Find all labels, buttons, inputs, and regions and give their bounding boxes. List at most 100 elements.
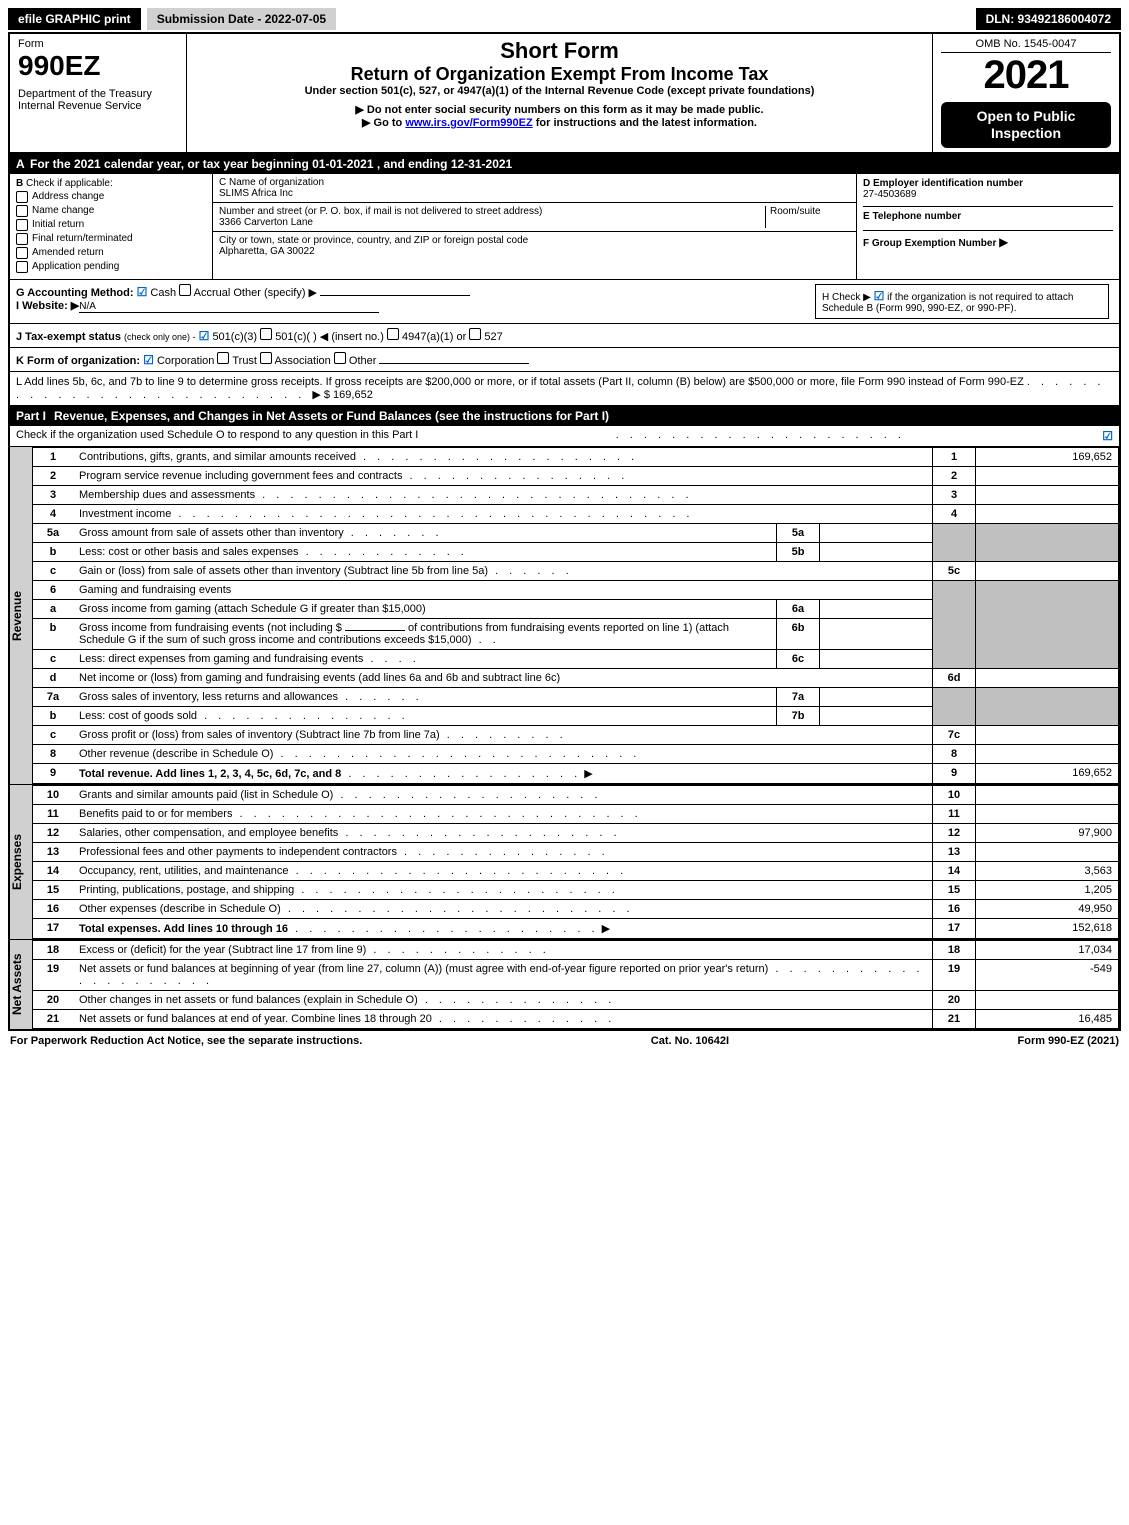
checkbox-association[interactable] [260,352,272,364]
form-org-label: K Form of organization: [16,355,140,367]
check-only-one: (check only one) - [124,332,196,342]
other-org-input[interactable] [379,363,529,364]
line-4-rnum: 4 [933,504,976,523]
line-6d: d Net income or (loss) from gaming and f… [33,668,1119,687]
row-j: J Tax-exempt status (check only one) - ☑… [10,324,1119,348]
line-18-num: 18 [33,940,74,959]
line-14-rnum: 14 [933,861,976,880]
checkbox-amended-return[interactable] [16,247,28,259]
checkbox-other-org[interactable] [334,352,346,364]
city-label: City or town, state or province, country… [219,235,850,246]
line-18-val: 17,034 [976,940,1119,959]
line-7a-desc: Gross sales of inventory, less returns a… [79,691,338,703]
checkbox-501c[interactable] [260,328,272,340]
opt-application-pending: Application pending [32,261,119,272]
line-6c-ival [820,649,933,668]
dots-check: . . . . . . . . . . . . . . . . . . . . … [616,429,905,443]
room-suite-label: Room/suite [766,206,850,228]
line-5c: c Gain or (loss) from sale of assets oth… [33,561,1119,580]
checkbox-527[interactable] [469,328,481,340]
column-c: C Name of organization SLIMS Africa Inc … [213,174,857,279]
checkbox-accrual[interactable] [179,284,191,296]
opt-association: Association [275,355,331,367]
line-12-desc: Salaries, other compensation, and employ… [79,827,338,839]
addr-label: Number and street (or P. O. box, if mail… [219,206,761,217]
line-13-val [976,842,1119,861]
checkbox-address-change[interactable] [16,191,28,203]
line-5a-desc: Gross amount from sale of assets other t… [79,527,344,539]
opt-corporation: Corporation [157,355,214,367]
line-5c-desc: Gain or (loss) from sale of assets other… [79,565,488,577]
line-4: 4 Investment income . . . . . . . . . . … [33,504,1119,523]
checkbox-initial-return[interactable] [16,219,28,231]
checkbox-application-pending[interactable] [16,261,28,273]
line-13: 13Professional fees and other payments t… [33,842,1119,861]
line-18: 18Excess or (deficit) for the year (Subt… [33,940,1119,959]
line-7b-inum: 7b [777,706,820,725]
revenue-vert-label: Revenue [10,447,32,784]
subtitle-2: ▶ Do not enter social security numbers o… [195,103,924,116]
line-8: 8 Other revenue (describe in Schedule O)… [33,744,1119,763]
line-14-val: 3,563 [976,861,1119,880]
efile-print-button[interactable]: efile GRAPHIC print [8,8,141,30]
line-16-desc: Other expenses (describe in Schedule O) [79,903,281,915]
checkbox-trust[interactable] [217,352,229,364]
footer-mid: Cat. No. 10642I [651,1035,729,1047]
header-left: Form 990EZ Department of the Treasury In… [10,34,187,152]
checkbox-4947[interactable] [387,328,399,340]
line-1: 1 Contributions, gifts, grants, and simi… [33,447,1119,466]
line-6a-num: a [33,599,74,618]
line-6b-blank[interactable] [345,630,405,631]
line-7c-val [976,725,1119,744]
line-16-num: 16 [33,899,74,918]
checkbox-final-return[interactable] [16,233,28,245]
line-9-num: 9 [33,763,74,783]
org-name-value: SLIMS Africa Inc [219,188,850,199]
other-specify-input[interactable] [320,295,470,296]
expenses-section: Expenses 10Grants and similar amounts pa… [10,785,1119,940]
line-15-rnum: 15 [933,880,976,899]
line-7c-num: c [33,725,74,744]
line-5b-inum: 5b [777,542,820,561]
line-6a-desc: Gross income from gaming (attach Schedul… [79,603,426,615]
section-a-text: For the 2021 calendar year, or tax year … [30,157,512,171]
line-3-val [976,485,1119,504]
line-5a-num: 5a [33,523,74,542]
website-value: N/A [79,301,379,313]
line-4-desc: Investment income [79,508,171,520]
line-17-num: 17 [33,918,74,938]
row-l-amount: ▶ $ 169,652 [312,389,372,401]
checkbox-501c3[interactable]: ☑ [199,329,210,343]
opt-501c3: 501(c)(3) [212,331,257,343]
row-h-box: H Check ▶ ☑ if the organization is not r… [815,284,1109,319]
header-row: Form 990EZ Department of the Treasury In… [10,34,1119,154]
checkbox-schedule-o[interactable]: ☑ [1102,429,1113,443]
line-4-val [976,504,1119,523]
checkbox-corporation[interactable]: ☑ [143,353,154,367]
checkbox-name-change[interactable] [16,205,28,217]
open-inspection-badge: Open to Public Inspection [941,102,1111,148]
line-6c-inum: 6c [777,649,820,668]
line-6a-ival [820,599,933,618]
accounting-method-label: G Accounting Method: [16,287,134,299]
accrual-label: Accrual [194,287,231,299]
checkbox-h-checked[interactable]: ☑ [874,289,885,303]
line-17: 17 Total expenses. Add lines 10 through 1… [33,918,1119,938]
netassets-vert-label: Net Assets [10,940,32,1029]
part-1-check-row: Check if the organization used Schedule … [10,426,1119,447]
line-7c-rnum: 7c [933,725,976,744]
opt-initial-return: Initial return [32,219,84,230]
row-g: H Check ▶ ☑ if the organization is not r… [10,280,1119,324]
opt-501c: 501(c)( ) ◀ (insert no.) [275,331,384,343]
irs-link[interactable]: www.irs.gov/Form990EZ [405,117,532,129]
dept-line-2: Internal Revenue Service [18,100,178,112]
tax-exempt-label: J Tax-exempt status [16,331,121,343]
line-8-val [976,744,1119,763]
line-6c-desc: Less: direct expenses from gaming and fu… [79,653,363,665]
line-12-num: 12 [33,823,74,842]
line-3-num: 3 [33,485,74,504]
line-17-desc: Total expenses. Add lines 10 through 16 [79,923,288,935]
row-l-text: L Add lines 5b, 6c, and 7b to line 9 to … [16,376,1024,388]
checkbox-cash[interactable]: ☑ [137,285,148,299]
line-6: 6 Gaming and fundraising events [33,580,1119,599]
